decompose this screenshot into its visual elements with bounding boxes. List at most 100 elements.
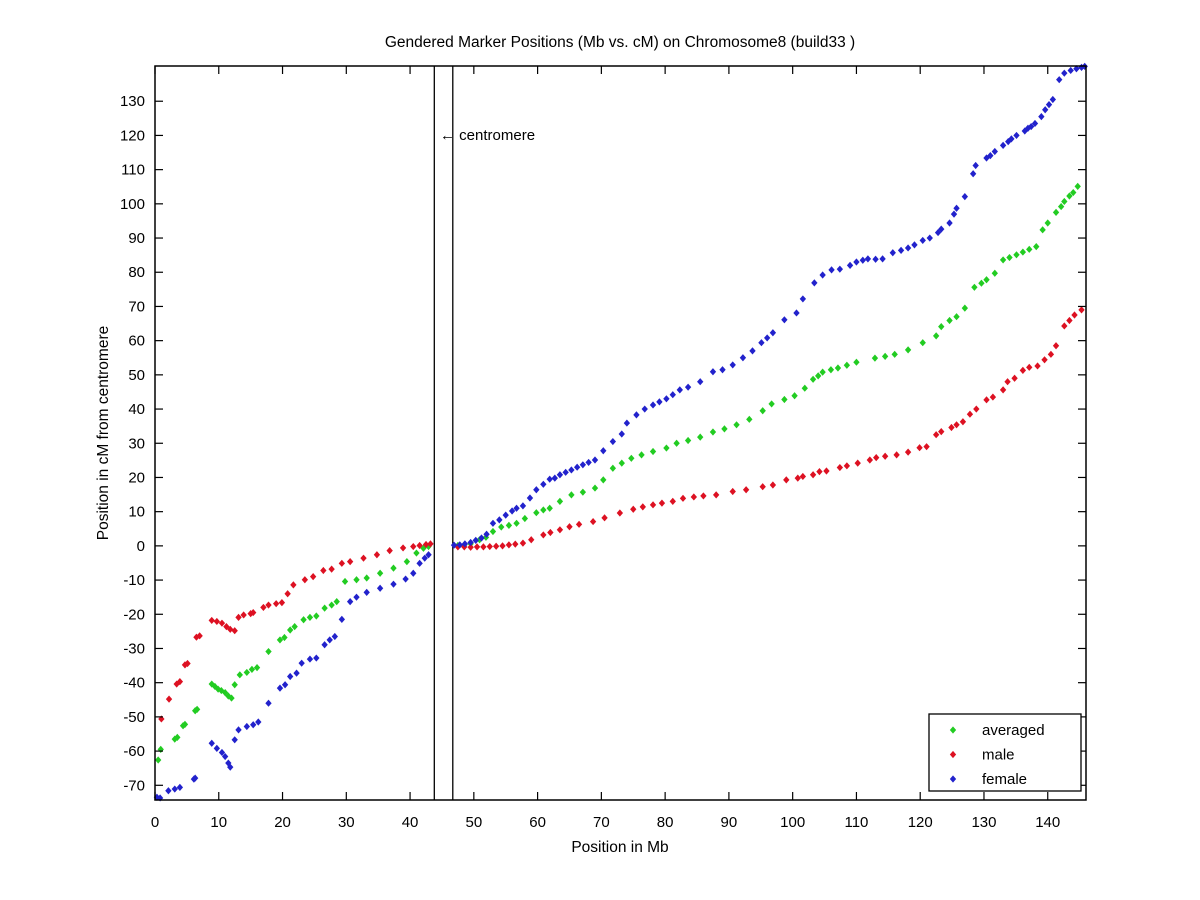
y-tick-label: -70 (123, 777, 145, 794)
y-tick-label: -40 (123, 675, 145, 692)
data-point (499, 542, 506, 550)
data-point (658, 499, 666, 507)
data-point (519, 502, 527, 510)
y-tick-label: -50 (123, 709, 145, 726)
data-point (897, 246, 905, 254)
data-point (676, 386, 683, 394)
data-point (227, 763, 234, 771)
data-point (410, 569, 417, 577)
data-point (891, 350, 898, 358)
data-point (528, 536, 535, 544)
y-tick-label: 130 (120, 93, 145, 110)
data-point (467, 538, 474, 547)
data-point (881, 352, 889, 360)
data-point (609, 437, 617, 446)
data-point (213, 617, 221, 626)
data-point (410, 542, 417, 551)
data-point (879, 255, 886, 263)
data-point (260, 603, 267, 612)
data-point (235, 613, 242, 621)
data-point (669, 497, 676, 506)
data-point (376, 569, 384, 577)
data-point (363, 574, 370, 582)
data-point (811, 279, 818, 287)
data-point (799, 295, 807, 303)
data-point (739, 354, 747, 362)
data-point (165, 787, 172, 795)
chart-title: Gendered Marker Positions (Mb vs. cM) on… (385, 34, 855, 51)
data-point (373, 551, 381, 559)
data-point (467, 543, 474, 551)
data-point (971, 283, 978, 291)
data-point (346, 598, 354, 606)
data-point (328, 565, 335, 573)
data-point (638, 451, 645, 459)
data-point (461, 540, 469, 548)
data-point (1061, 197, 1068, 206)
data-point (235, 726, 242, 734)
data-point (281, 633, 288, 642)
data-point (306, 655, 314, 663)
data-point (1042, 106, 1049, 114)
series-female (153, 62, 1088, 802)
data-point (276, 636, 284, 644)
data-point (353, 593, 360, 601)
data-point (556, 471, 564, 479)
data-point (926, 234, 933, 242)
centromere-annotation: ← centromere (440, 127, 535, 144)
x-tick-label: 0 (151, 814, 159, 831)
y-tick-label: 70 (128, 298, 145, 315)
data-point (301, 576, 309, 584)
data-point (630, 505, 637, 513)
data-point (287, 672, 294, 681)
data-point (1078, 306, 1085, 314)
data-point (184, 659, 191, 668)
data-point (834, 364, 842, 372)
data-point (176, 783, 184, 791)
data-point (171, 785, 178, 793)
data-point (416, 559, 423, 567)
y-tick-label: 10 (128, 504, 145, 521)
data-point (513, 519, 520, 527)
data-point (533, 509, 540, 517)
data-point (1033, 242, 1040, 251)
data-point (250, 721, 257, 729)
data-point (505, 521, 513, 529)
x-tick-label: 70 (593, 814, 610, 831)
data-point (853, 258, 860, 266)
data-point (196, 632, 203, 640)
data-point (801, 384, 808, 392)
data-point (321, 641, 328, 649)
data-point (321, 604, 328, 612)
data-point (991, 269, 998, 277)
data-point (768, 400, 775, 408)
data-point (987, 152, 994, 160)
data-point (1034, 362, 1041, 370)
data-point (320, 566, 327, 575)
y-tick-label: 60 (128, 333, 145, 350)
data-point (265, 647, 272, 656)
data-point (819, 271, 826, 279)
data-point (363, 588, 370, 596)
data-point (938, 428, 945, 436)
data-point (472, 536, 479, 544)
data-point (313, 612, 320, 620)
data-point (746, 415, 753, 423)
data-point (673, 439, 680, 447)
data-point (843, 361, 851, 369)
data-point (513, 504, 520, 512)
data-point (284, 590, 291, 598)
data-point (1066, 192, 1073, 200)
data-point (904, 244, 912, 252)
y-tick-label: 30 (128, 435, 145, 452)
data-point (568, 491, 575, 499)
series-male (158, 306, 1085, 723)
x-tick-label: 100 (780, 814, 805, 831)
data-point (338, 615, 346, 624)
data-point (480, 543, 487, 551)
data-point (1070, 188, 1077, 197)
data-point (1061, 69, 1068, 77)
data-point (225, 692, 232, 700)
data-point (346, 558, 354, 566)
